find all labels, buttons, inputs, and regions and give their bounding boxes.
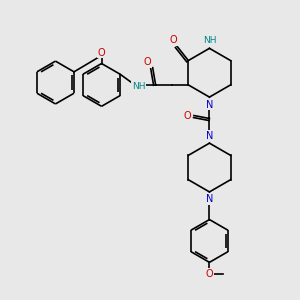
Text: O: O bbox=[143, 57, 151, 67]
Text: O: O bbox=[170, 35, 177, 45]
Text: O: O bbox=[184, 110, 191, 121]
Text: N: N bbox=[206, 131, 213, 141]
Text: O: O bbox=[206, 269, 213, 279]
Text: N: N bbox=[206, 100, 213, 110]
Text: O: O bbox=[98, 47, 105, 58]
Text: NH: NH bbox=[132, 82, 146, 91]
Text: N: N bbox=[206, 194, 213, 204]
Text: NH: NH bbox=[203, 35, 217, 44]
